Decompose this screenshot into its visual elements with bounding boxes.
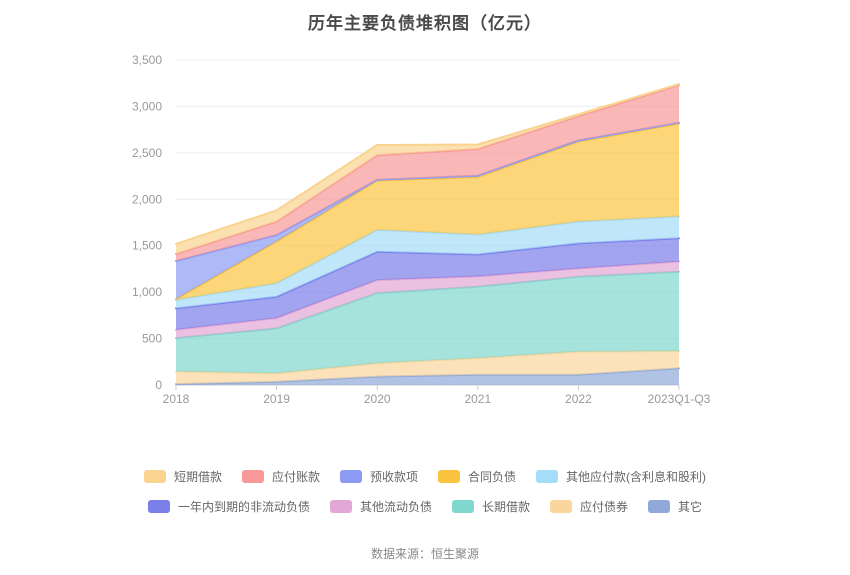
chart-legend: 短期借款 应付账款 预收款项 合同负债 其他应付款(含利息和股利) 一年内到期的非流动负债…: [0, 468, 850, 515]
legend-item-5[interactable]: 一年内到期的非流动负债: [147, 498, 310, 515]
y-axis-tick-label: 0: [155, 378, 162, 392]
legend-label: 应付债券: [580, 500, 629, 514]
legend-item-1[interactable]: 应付账款: [241, 468, 320, 485]
series-line-合同负债[interactable]: [175, 122, 680, 301]
legend-item-3[interactable]: 合同负债: [438, 468, 516, 485]
legend-swatch: [536, 470, 559, 483]
y-axis-tick-label: 1,000: [132, 285, 162, 299]
legend-item-9[interactable]: 其它: [648, 498, 702, 515]
legend-label: 合同负债: [468, 470, 517, 484]
legend-item-0[interactable]: 短期借款: [143, 468, 222, 485]
series-line-短期借款[interactable]: [175, 83, 680, 245]
legend-label: 预收款项: [370, 470, 419, 484]
legend-swatch: [147, 500, 170, 513]
y-axis-tick-label: 500: [142, 332, 162, 346]
legend-item-8[interactable]: 应付债券: [550, 498, 628, 515]
legend-label: 其它: [678, 500, 703, 514]
area-band-长期借款[interactable]: [176, 271, 679, 374]
legend-label: 其他流动负债: [359, 500, 432, 514]
legend-label: 其他应付款(含利息和股利): [566, 470, 707, 484]
legend-row-1: 短期借款 应付账款 预收款项 合同负债 其他应付款(含利息和股利): [143, 468, 706, 485]
legend-swatch: [438, 470, 461, 483]
y-axis-tick-label: 3,000: [132, 99, 162, 113]
area-band-短期借款[interactable]: [176, 84, 679, 255]
y-axis-tick-label: 2,500: [132, 146, 162, 160]
area-band-其他流动负债[interactable]: [176, 261, 679, 339]
legend-swatch: [143, 470, 166, 483]
legend-swatch: [451, 500, 474, 513]
legend-swatch: [550, 500, 572, 513]
area-band-应付账款[interactable]: [176, 85, 679, 261]
y-axis-tick-label: 2,000: [132, 192, 162, 206]
legend-swatch: [329, 500, 352, 513]
y-axis-tick-label: 1,500: [132, 239, 162, 253]
legend-swatch: [340, 470, 362, 483]
legend-row-2: 一年内到期的非流动负债 其他流动负债 长期借款 应付债券 其它: [147, 498, 702, 515]
area-band-应付债券[interactable]: [176, 351, 679, 385]
x-axis-tick-label: 2020: [364, 392, 391, 406]
x-axis-tick-label: 2023Q1-Q3: [648, 392, 711, 406]
legend-label: 一年内到期的非流动负债: [177, 500, 310, 514]
legend-item-7[interactable]: 长期借款: [451, 498, 530, 515]
chart-title: 历年主要负债堆积图（亿元）: [308, 14, 542, 33]
legend-item-6[interactable]: 其他流动负债: [329, 498, 432, 515]
legend-swatch: [648, 500, 671, 513]
x-axis-tick-label: 2022: [565, 392, 592, 406]
area-band-一年内到期的非流动负债[interactable]: [176, 238, 679, 330]
x-axis-tick-label: 2018: [163, 392, 190, 406]
area-band-其他应付款(含利息和股利)[interactable]: [176, 216, 679, 309]
legend-label: 短期借款: [173, 470, 222, 484]
legend-label: 应付账款: [271, 470, 320, 484]
liabilities-stacked-area-chart[interactable]: 0 500 1,000 1,500 2,000 2,500 3,000 3,500 2018 20…: [0, 0, 850, 440]
area-band-合同负债[interactable]: [176, 123, 679, 300]
legend-item-2[interactable]: 预收款项: [340, 468, 418, 485]
x-axis-tick-label: 2021: [464, 392, 491, 406]
legend-swatch: [241, 470, 264, 483]
y-axis-tick-label: 3,500: [132, 53, 162, 67]
data-source: 数据来源：恒生聚源: [370, 547, 479, 561]
legend-item-4[interactable]: 其他应付款(含利息和股利): [536, 468, 706, 485]
x-axis-tick-label: 2019: [263, 392, 290, 406]
legend-label: 长期借款: [481, 500, 530, 514]
